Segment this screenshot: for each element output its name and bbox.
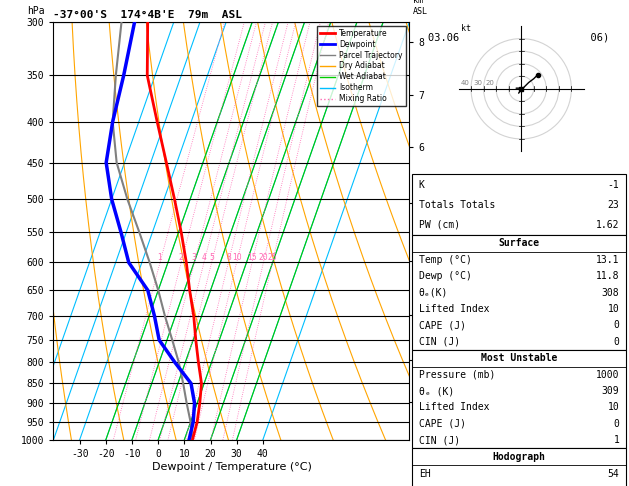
Text: 308: 308 <box>602 288 620 297</box>
Text: 30: 30 <box>474 80 482 86</box>
Text: LCL: LCL <box>413 427 428 436</box>
Text: 10: 10 <box>608 304 620 314</box>
Text: 1000: 1000 <box>596 370 620 380</box>
Text: 1: 1 <box>613 435 620 445</box>
Text: -1: -1 <box>608 179 620 190</box>
Text: Most Unstable: Most Unstable <box>481 353 557 364</box>
Text: CAPE (J): CAPE (J) <box>419 419 465 429</box>
Text: 40: 40 <box>461 80 470 86</box>
Text: 0: 0 <box>613 419 620 429</box>
Text: 25: 25 <box>267 254 277 262</box>
Text: 2: 2 <box>179 254 184 262</box>
Text: Lifted Index: Lifted Index <box>419 304 489 314</box>
X-axis label: Dewpoint / Temperature (°C): Dewpoint / Temperature (°C) <box>152 462 311 471</box>
Text: Temp (°C): Temp (°C) <box>419 255 472 265</box>
Text: Lifted Index: Lifted Index <box>419 402 489 413</box>
Text: θₑ(K): θₑ(K) <box>419 288 448 297</box>
Text: K: K <box>419 179 425 190</box>
Text: 20: 20 <box>486 80 495 86</box>
Text: 4: 4 <box>201 254 206 262</box>
Text: 10: 10 <box>232 254 242 262</box>
Y-axis label: Mixing Ratio (g/kg): Mixing Ratio (g/kg) <box>428 185 438 277</box>
Text: 309: 309 <box>602 386 620 396</box>
Text: 54: 54 <box>608 469 620 479</box>
Bar <box>412 448 626 486</box>
Text: θₑ (K): θₑ (K) <box>419 386 454 396</box>
Text: Hodograph: Hodograph <box>493 451 545 462</box>
Legend: Temperature, Dewpoint, Parcel Trajectory, Dry Adiabat, Wet Adiabat, Isotherm, Mi: Temperature, Dewpoint, Parcel Trajectory… <box>317 26 406 106</box>
Text: Surface: Surface <box>499 239 540 248</box>
Bar <box>412 350 626 448</box>
Text: Totals Totals: Totals Totals <box>419 200 495 210</box>
Text: Dewp (°C): Dewp (°C) <box>419 271 472 281</box>
Text: kt: kt <box>461 24 471 33</box>
Text: 8: 8 <box>226 254 231 262</box>
Text: 5: 5 <box>209 254 214 262</box>
Text: 0: 0 <box>613 320 620 330</box>
Text: 1.62: 1.62 <box>596 220 620 230</box>
Text: PW (cm): PW (cm) <box>419 220 460 230</box>
Text: km
ASL: km ASL <box>413 0 428 16</box>
Text: 15: 15 <box>247 254 257 262</box>
Text: 20: 20 <box>259 254 268 262</box>
Text: CAPE (J): CAPE (J) <box>419 320 465 330</box>
Text: 10: 10 <box>608 402 620 413</box>
Text: 03.06.2024  09GMT  (Base: 06): 03.06.2024 09GMT (Base: 06) <box>428 32 610 42</box>
Text: Pressure (mb): Pressure (mb) <box>419 370 495 380</box>
Text: 0: 0 <box>613 337 620 347</box>
Text: 11.8: 11.8 <box>596 271 620 281</box>
Text: CIN (J): CIN (J) <box>419 435 460 445</box>
Text: 1: 1 <box>158 254 162 262</box>
Text: 13.1: 13.1 <box>596 255 620 265</box>
Bar <box>412 235 626 350</box>
Text: EH: EH <box>419 469 430 479</box>
Text: CIN (J): CIN (J) <box>419 337 460 347</box>
Bar <box>412 174 626 235</box>
Text: 23: 23 <box>608 200 620 210</box>
Text: hPa: hPa <box>27 6 45 16</box>
Text: 3: 3 <box>192 254 197 262</box>
Text: -37°00'S  174°4B'E  79m  ASL: -37°00'S 174°4B'E 79m ASL <box>53 10 242 20</box>
